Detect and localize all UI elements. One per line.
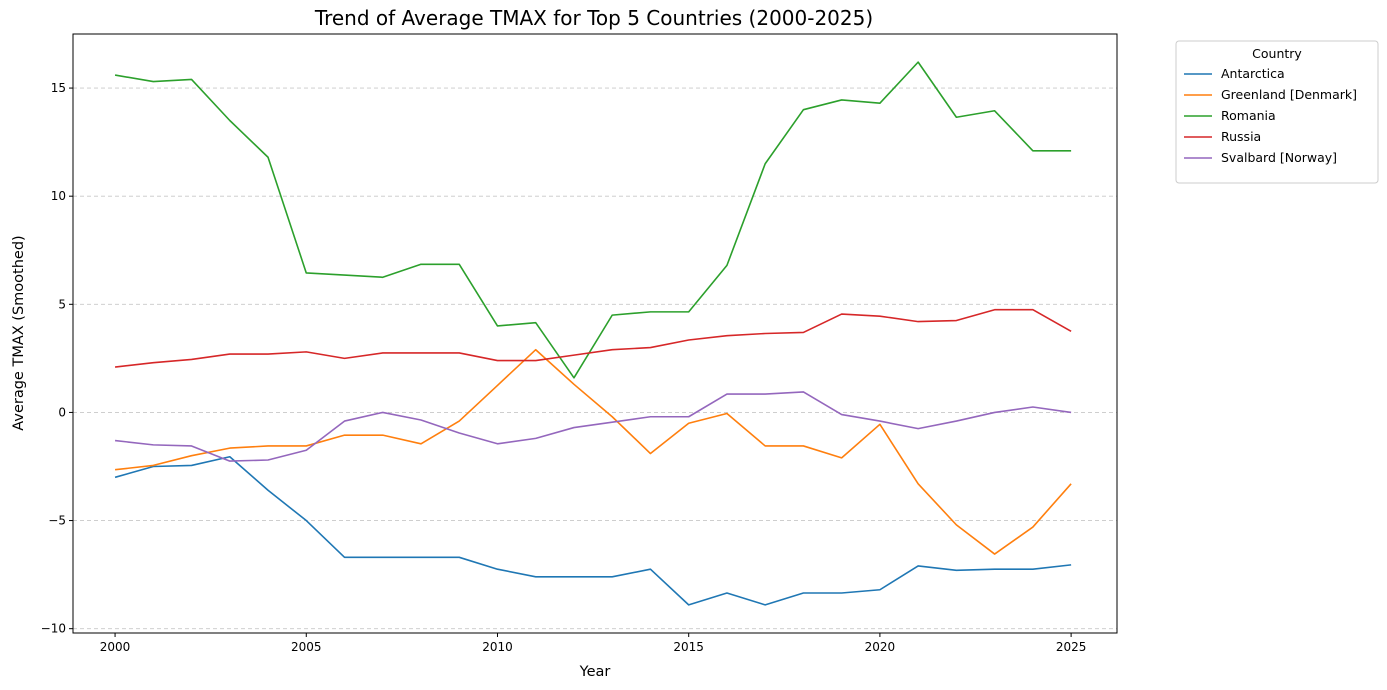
legend-entry: Romania <box>1221 108 1276 123</box>
x-axis-ticks: 2000 2005 2010 2015 2020 2025 <box>100 633 1087 654</box>
y-tick-label: −5 <box>48 514 66 528</box>
series-line-romania <box>114 61 1072 379</box>
x-tick-label: 2010 <box>482 640 513 654</box>
y-tick-label: −10 <box>41 622 66 636</box>
y-tick-label: 0 <box>58 405 66 419</box>
legend-frame <box>1175 40 1379 184</box>
y-tick-label: 5 <box>58 297 66 311</box>
plot-frame <box>72 33 1118 634</box>
chart-title: Trend of Average TMAX for Top 5 Countrie… <box>314 6 873 30</box>
legend-entry: Greenland [Denmark] <box>1221 87 1357 102</box>
series-lines <box>114 61 1072 606</box>
legend-entry: Svalbard [Norway] <box>1221 150 1337 165</box>
legend-items: Antarctica Greenland [Denmark] Romania Russ… <box>1184 66 1357 165</box>
legend-entry: Antarctica <box>1221 66 1285 81</box>
x-tick-label: 2025 <box>1056 640 1087 654</box>
legend: Country Antarctica Greenland [Denmark] Rom… <box>1175 40 1379 184</box>
legend-title: Country <box>1252 46 1302 61</box>
x-tick-label: 2015 <box>673 640 704 654</box>
y-tick-label: 15 <box>51 81 66 95</box>
y-axis-label: Average TMAX (Smoothed) <box>11 235 27 430</box>
series-line-greenland-denmark <box>114 348 1072 555</box>
series-line-russia <box>114 308 1072 368</box>
gridlines <box>73 87 1117 630</box>
x-axis-label: Year <box>579 664 611 680</box>
y-axis-ticks: −10 −5 0 5 10 15 <box>41 81 73 636</box>
x-tick-label: 2000 <box>100 640 131 654</box>
series-line-antarctica <box>114 455 1072 606</box>
x-tick-label: 2020 <box>865 640 896 654</box>
legend-entry: Russia <box>1221 129 1261 144</box>
x-tick-label: 2005 <box>291 640 322 654</box>
y-tick-label: 10 <box>51 189 66 203</box>
series-line-svalbard-norway <box>114 391 1072 462</box>
